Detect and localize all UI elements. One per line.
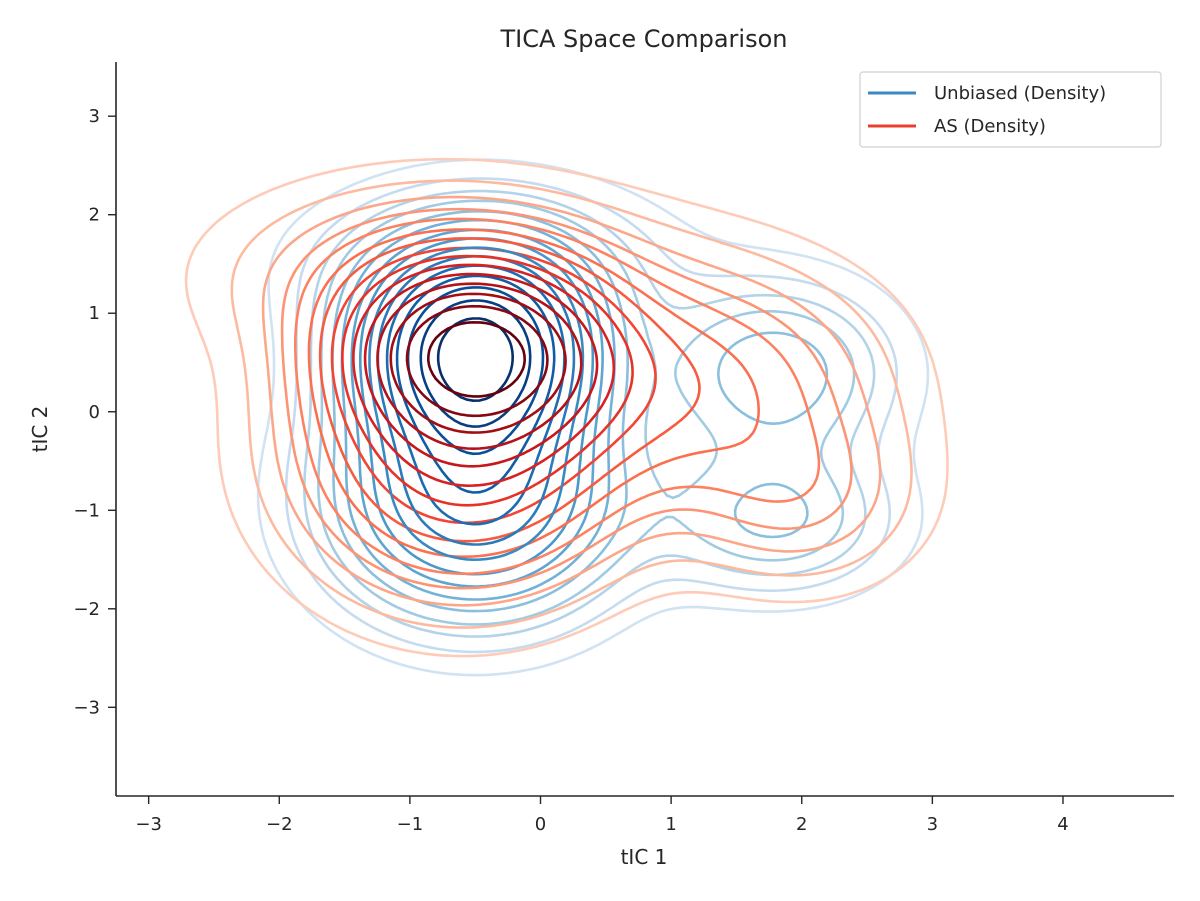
x-tick-label: −2 — [266, 814, 293, 835]
x-tick-label: −3 — [135, 814, 162, 835]
y-tick-label: 3 — [89, 106, 100, 127]
as-contour-level — [376, 282, 583, 450]
y-tick-label: 1 — [89, 303, 100, 324]
y-axis-ticks: −3 −2 −1 0 1 2 3 — [73, 106, 116, 718]
y-tick-label: 0 — [89, 402, 100, 423]
y-tick-label: −2 — [73, 599, 100, 620]
as-contour-level — [389, 292, 567, 434]
y-tick-label: −1 — [73, 500, 100, 521]
as-contour-level — [307, 228, 760, 558]
x-tick-label: −1 — [397, 814, 424, 835]
y-tick-label: −3 — [73, 697, 100, 718]
y-axis-label: tIC 2 — [28, 406, 52, 453]
legend-frame — [859, 71, 1162, 148]
as-contour-level — [294, 217, 821, 575]
y-tick-label: 2 — [89, 205, 100, 226]
unbiased-contour-level — [436, 317, 514, 402]
x-tick-label: 2 — [796, 814, 807, 835]
as-contour-level — [230, 179, 913, 629]
chart-title: TICA Space Comparison — [499, 25, 787, 53]
x-tick-label: 4 — [1057, 814, 1068, 835]
x-axis-ticks: −3 −2 −1 0 1 2 3 4 — [135, 796, 1069, 835]
x-tick-label: 3 — [927, 814, 938, 835]
as-contour-level — [318, 237, 701, 543]
x-tick-label: 1 — [665, 814, 676, 835]
as-contour-level — [352, 263, 616, 487]
as-contour-level — [341, 254, 634, 507]
as-contour-level — [330, 246, 657, 525]
x-tick-label: 0 — [535, 814, 546, 835]
as-contour-level — [363, 272, 599, 468]
as-contour-level — [280, 207, 853, 590]
contour-plot-area — [184, 157, 949, 677]
as-contour-level — [427, 321, 526, 398]
legend-label-unbiased: Unbiased (Density) — [934, 83, 1106, 104]
legend-label-as: AS (Density) — [934, 116, 1046, 137]
unbiased-contour-level — [256, 158, 930, 677]
as-contour-level — [261, 195, 882, 607]
x-axis-label: tIC 1 — [621, 845, 668, 869]
legend: Unbiased (Density) AS (Density) — [859, 71, 1162, 148]
as-contour-level — [405, 304, 549, 418]
as-contour-level — [184, 157, 949, 658]
